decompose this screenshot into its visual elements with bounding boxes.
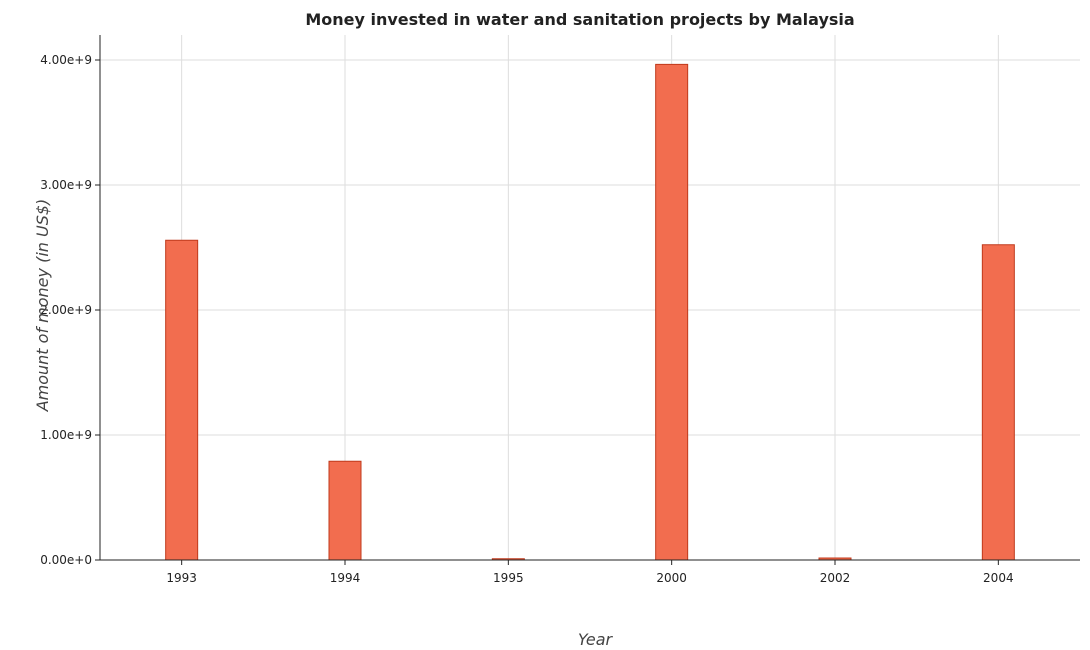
- x-tick-label: 1993: [166, 571, 197, 585]
- x-tick-label: 1994: [330, 571, 361, 585]
- grid: [100, 35, 1080, 561]
- y-tick-label: 1.00e+9: [40, 428, 92, 442]
- axes: 0.00e+0 1.00e+9 2.00e+9 3.00e+9 4.00e+9 1993 1…: [40, 35, 1080, 585]
- bar-2004: [981, 244, 1015, 561]
- y-tick-label: 3.00e+9: [40, 178, 92, 192]
- y-axis-label: Amount of money (in US$): [33, 199, 52, 413]
- bars: [165, 63, 1015, 561]
- bar-2000: [655, 63, 689, 561]
- y-tick-label: 4.00e+9: [40, 53, 92, 67]
- x-axis-label: Year: [578, 630, 614, 649]
- bar-1993: [165, 239, 199, 561]
- x-tick-label: 1995: [493, 571, 524, 585]
- x-tick-label: 2004: [983, 571, 1014, 585]
- x-tick-label: 2002: [820, 571, 851, 585]
- y-tick-label: 2.00e+9: [40, 303, 92, 317]
- x-tick-label: 2000: [656, 571, 687, 585]
- chart-title: Money invested in water and sanitation p…: [305, 10, 854, 29]
- y-tick-label: 0.00e+0: [40, 553, 92, 567]
- bar-1994: [328, 460, 362, 561]
